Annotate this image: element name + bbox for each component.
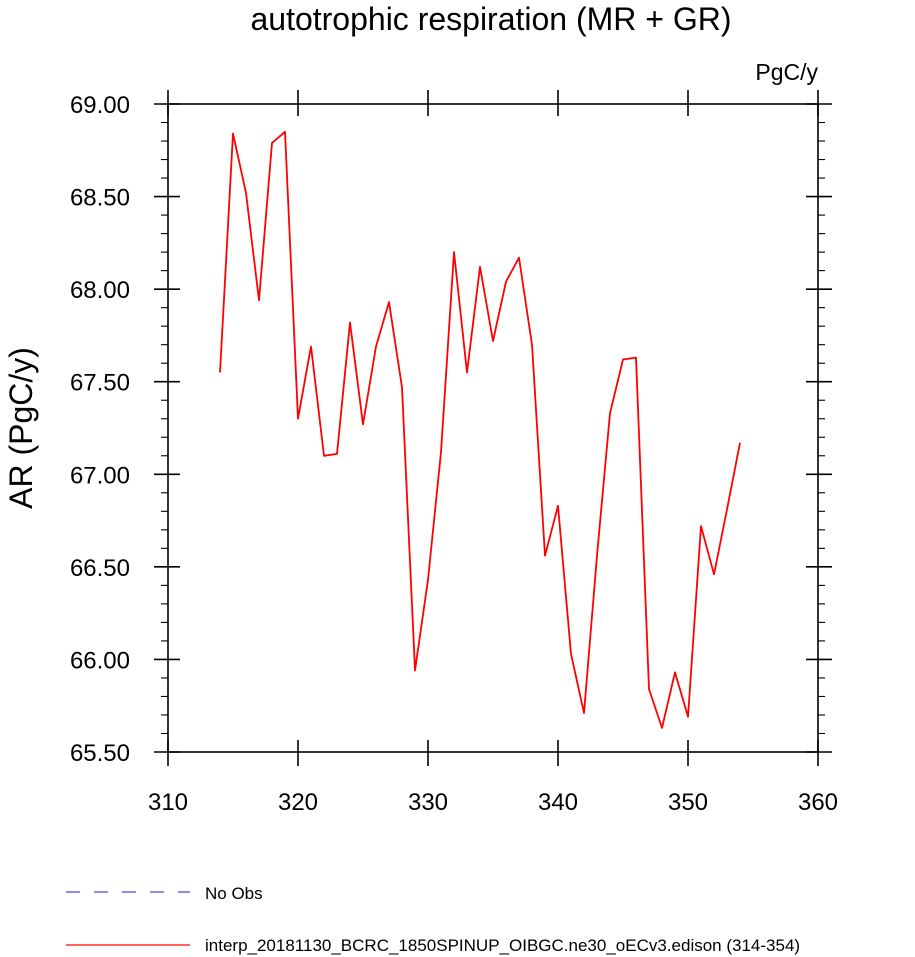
x-tick-label: 320 [278, 789, 318, 816]
chart-title: autotrophic respiration (MR + GR) [250, 1, 731, 37]
y-tick-label: 65.50 [70, 740, 130, 767]
y-tick-label: 67.50 [70, 370, 130, 397]
x-tick-label: 360 [798, 789, 838, 816]
y-tick-label: 68.50 [70, 185, 130, 212]
units-label: PgC/y [755, 59, 818, 85]
y-tick-label: 68.00 [70, 277, 130, 304]
series-line-0 [219, 130, 741, 729]
x-tick-label: 350 [668, 789, 708, 816]
y-tick-label: 67.00 [70, 462, 130, 489]
y-tick-label: 66.50 [70, 555, 130, 582]
x-tick-label: 310 [148, 789, 188, 816]
x-tick-label: 340 [538, 789, 578, 816]
data-series [219, 130, 741, 729]
y-axis-label: AR (PgC/y) [3, 347, 39, 509]
legend-label-model: interp_20181130_BCRC_1850SPINUP_OIBGC.ne… [205, 936, 800, 955]
legend-label-no-obs: No Obs [205, 884, 263, 903]
y-tick-labels: 65.50 66.00 66.50 67.00 67.50 68.00 68.50 69.00 [70, 92, 130, 767]
legend: No Obs interp_20181130_BCRC_1850SPINUP_O… [66, 884, 800, 955]
x-tick-labels: 310 320 330 340 350 360 [148, 789, 838, 816]
plot-frame [167, 103, 819, 753]
axis-ticks [154, 90, 832, 766]
y-tick-label: 66.00 [70, 647, 130, 674]
x-tick-label: 330 [408, 789, 448, 816]
y-tick-label: 69.00 [70, 92, 130, 119]
